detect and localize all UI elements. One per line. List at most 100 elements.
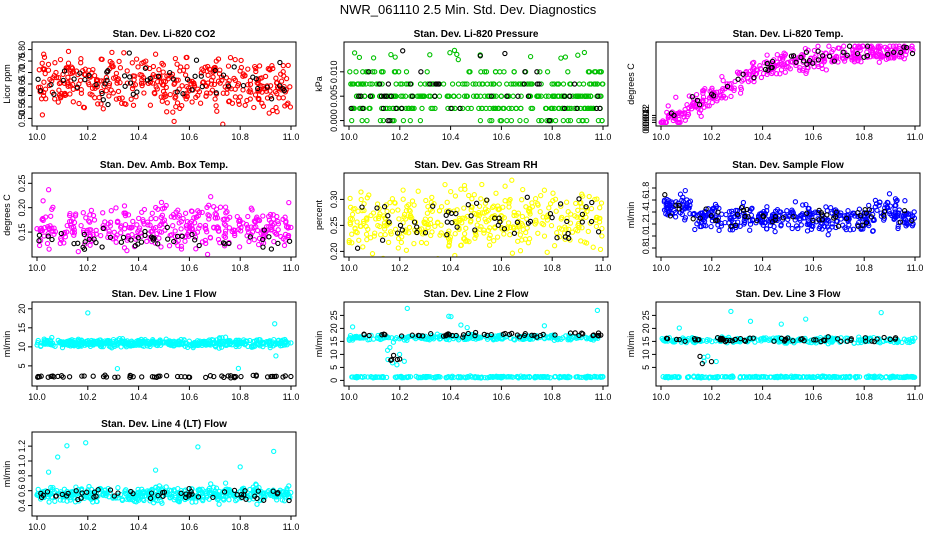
data-point: [461, 231, 468, 237]
data-point: [385, 213, 391, 219]
data-point: [512, 337, 518, 343]
data-point: [723, 211, 729, 218]
data-point: [36, 242, 43, 249]
data-point: [368, 374, 374, 380]
data-point: [908, 374, 914, 380]
data-point: [161, 217, 168, 223]
data-point: [233, 497, 239, 504]
data-point: [908, 45, 915, 52]
data-point: [52, 60, 58, 66]
data-point: [197, 222, 203, 229]
data-point: [513, 105, 519, 112]
data-point: [893, 202, 899, 209]
data-point: [71, 227, 77, 233]
data-point: [75, 337, 82, 344]
data-point: [662, 192, 668, 198]
data-point: [575, 52, 581, 58]
data-point: [815, 373, 821, 380]
data-point: [851, 53, 857, 59]
data-point: [749, 60, 756, 66]
data-point: [199, 83, 205, 90]
points: [347, 47, 606, 124]
data-point: [147, 222, 153, 228]
data-point: [83, 215, 89, 221]
data-point: [268, 246, 275, 252]
data-point: [65, 83, 71, 89]
data-point: [55, 99, 61, 105]
data-point: [769, 58, 776, 65]
x-tick-label: 11.0: [283, 263, 300, 273]
data-point: [89, 70, 95, 76]
data-point: [240, 71, 247, 77]
data-point: [785, 64, 791, 70]
data-point: [909, 213, 915, 219]
y-tick-label: 0.010: [329, 61, 339, 84]
data-point: [714, 334, 721, 341]
data-point: [477, 53, 483, 59]
data-point: [506, 105, 512, 112]
data-point: [496, 81, 502, 87]
data-point: [507, 224, 514, 231]
data-point: [696, 218, 702, 224]
data-point: [508, 117, 515, 124]
data-point: [801, 58, 807, 64]
data-point: [424, 269, 428, 273]
data-point: [404, 334, 411, 340]
data-point: [388, 231, 394, 237]
data-point: [716, 227, 722, 234]
data-point: [255, 241, 262, 248]
data-point: [41, 79, 47, 85]
data-point: [153, 488, 160, 494]
data-point: [202, 339, 209, 345]
data-point: [811, 337, 817, 343]
data-point: [438, 204, 445, 210]
data-point: [458, 186, 464, 192]
data-point: [140, 218, 146, 225]
data-point: [676, 336, 682, 343]
data-point: [131, 498, 138, 504]
data-point: [169, 493, 175, 500]
data-point: [354, 229, 360, 236]
data-point: [400, 220, 406, 226]
data-point: [878, 52, 885, 59]
data-point: [484, 197, 490, 203]
data-point: [715, 209, 721, 215]
data-point: [385, 81, 392, 87]
data-point: [280, 42, 284, 43]
data-point: [236, 218, 242, 224]
data-point: [121, 73, 128, 79]
data-point: [679, 197, 685, 204]
data-point: [815, 63, 822, 70]
data-point: [472, 235, 478, 241]
data-point: [403, 374, 410, 380]
data-point: [558, 216, 564, 222]
data-point: [368, 212, 374, 219]
data-point: [195, 92, 201, 99]
data-point: [762, 66, 769, 73]
data-point: [223, 222, 229, 228]
data-point: [808, 337, 814, 343]
data-point: [225, 80, 231, 87]
data-point: [68, 339, 74, 345]
data-point: [550, 332, 556, 338]
data-point: [757, 63, 763, 69]
data-point: [130, 102, 137, 108]
data-point: [487, 117, 493, 124]
data-point: [498, 374, 505, 381]
data-point: [87, 242, 93, 248]
data-point: [129, 224, 135, 230]
data-point: [216, 501, 222, 507]
data-point: [400, 196, 406, 202]
data-point: [679, 207, 685, 213]
data-point: [675, 119, 681, 126]
data-point: [774, 62, 780, 69]
data-point: [131, 243, 138, 250]
data-point: [361, 93, 368, 99]
data-point: [49, 206, 55, 212]
data-point: [699, 360, 705, 367]
data-point: [215, 56, 222, 62]
data-point: [845, 208, 851, 214]
data-point: [109, 49, 115, 56]
data-point: [359, 204, 365, 210]
data-point: [576, 93, 582, 99]
